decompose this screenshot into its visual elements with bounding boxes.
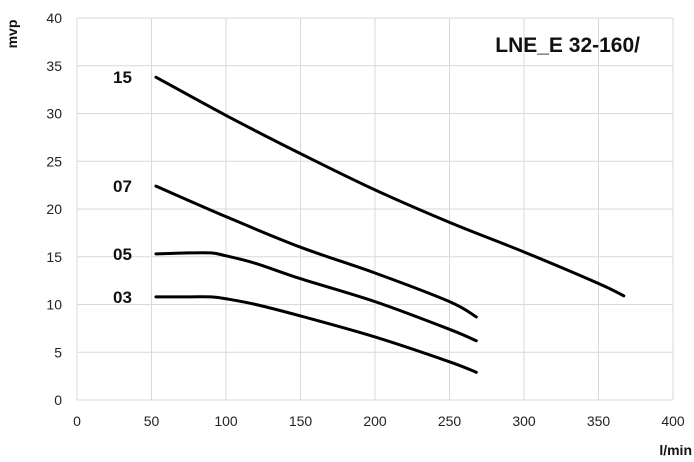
y-tick-label-20: 20 (46, 201, 62, 217)
y-tick-label-30: 30 (46, 106, 62, 122)
x-tick-label-400: 400 (661, 413, 685, 429)
x-axis-title: l/min (659, 442, 692, 458)
x-tick-label-300: 300 (512, 413, 536, 429)
x-axis-tick-labels: 0 50 100 150 200 250 300 350 400 (73, 413, 685, 429)
series-label-15: 15 (113, 68, 132, 87)
x-tick-label-350: 350 (587, 413, 611, 429)
y-tick-label-5: 5 (54, 344, 62, 360)
y-tick-label-35: 35 (46, 58, 62, 74)
y-tick-label-10: 10 (46, 297, 62, 313)
series-label-05: 05 (113, 245, 132, 264)
series-lines (154, 75, 626, 374)
series-label-03: 03 (113, 288, 132, 307)
series-line-07 (154, 184, 478, 319)
x-tick-label-200: 200 (363, 413, 387, 429)
horizontal-gridlines (77, 17, 673, 401)
series-labels: 15 07 05 03 (113, 68, 132, 307)
chart-title: LNE_E 32-160/ (495, 34, 640, 57)
x-tick-label-150: 150 (289, 413, 313, 429)
series-label-07: 07 (113, 177, 132, 196)
x-tick-label-50: 50 (144, 413, 160, 429)
y-tick-label-40: 40 (46, 10, 62, 26)
x-tick-label-100: 100 (214, 413, 238, 429)
y-tick-label-25: 25 (46, 153, 62, 169)
x-tick-label-0: 0 (73, 413, 81, 429)
y-axis-title: mvp (4, 20, 20, 49)
y-tick-label-15: 15 (46, 249, 62, 265)
y-axis-tick-labels: 0 5 10 15 20 25 30 35 40 (46, 10, 62, 408)
y-tick-label-0: 0 (54, 392, 62, 408)
series-line-05 (154, 251, 478, 343)
series-line-03 (154, 295, 478, 374)
x-tick-label-250: 250 (438, 413, 462, 429)
series-line-15 (154, 75, 626, 298)
